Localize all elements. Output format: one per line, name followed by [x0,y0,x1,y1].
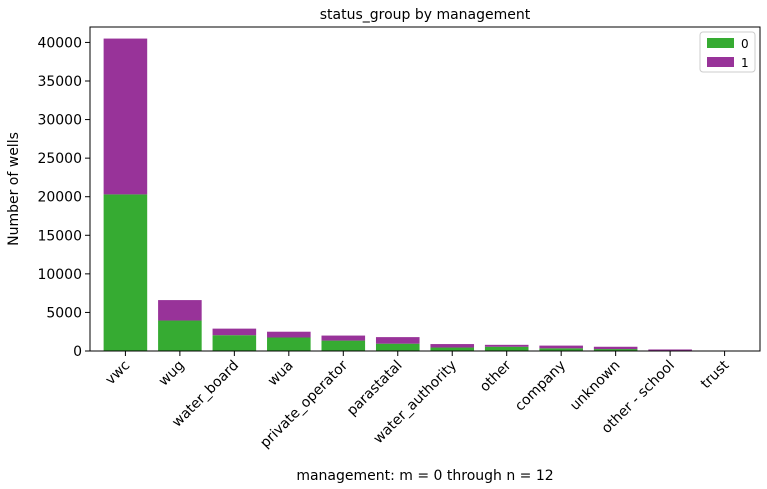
bar-parastatal-series-1 [375,337,420,344]
bar-vwc-series-1 [103,38,148,195]
bar-other-series-0 [484,346,529,351]
bar-unknown-series-1 [593,346,638,350]
y-tick-label: 0 [73,344,82,360]
x-tick-label: company [512,358,569,415]
legend-swatch [707,57,734,67]
bar-company-series-0 [539,348,583,351]
legend-label: 0 [741,37,749,51]
plot-frame [89,26,761,352]
y-tick-label: 15000 [37,228,82,244]
x-tick-label: wua [265,358,297,390]
bar-unknown-series-0 [593,349,638,351]
y-tick-label: 35000 [37,74,82,90]
y-tick-label: 40000 [37,35,82,51]
x-axis-label: management: m = 0 through n = 12 [296,468,553,484]
bar-water_board-series-0 [212,335,257,351]
bar-parastatal-series-0 [375,343,420,351]
legend-label: 1 [741,56,749,70]
x-tick-label: vwc [103,358,134,389]
bar-vwc-series-0 [103,194,148,351]
bar-water_authority-series-0 [430,347,475,351]
bars-group [103,38,747,351]
y-tick-label: 30000 [37,113,82,129]
bar-wua-series-1 [267,331,311,338]
bar-water_board-series-1 [212,328,257,336]
y-axis: 0 5000 10000 15000 20000 25000 30000 35000 40000 [37,35,90,360]
y-tick-label: 5000 [46,305,82,321]
y-tick-label: 10000 [37,267,82,283]
x-tick-label: trust [698,357,733,392]
bar-other - school-series-1 [648,349,692,351]
x-tick-label: wug [156,358,188,390]
bar-other-series-1 [484,344,529,347]
x-tick-label: other [477,357,515,395]
bar-wua-series-0 [267,337,311,351]
bar-private_operator-series-0 [321,340,366,351]
bar-wug-series-0 [158,320,202,351]
bar-private_operator-series-1 [321,335,366,341]
bar-wug-series-1 [158,300,202,321]
chart-title: status_group by management [320,7,531,23]
y-tick-label: 25000 [37,151,82,167]
x-tick-label: unknown [567,358,623,414]
bar-company-series-1 [539,345,583,349]
y-axis-label: Number of wells [6,132,22,246]
y-tick-label: 20000 [37,190,82,206]
legend-swatch [707,38,734,48]
bar-water_authority-series-1 [430,344,475,348]
legend: 01 [699,31,756,73]
